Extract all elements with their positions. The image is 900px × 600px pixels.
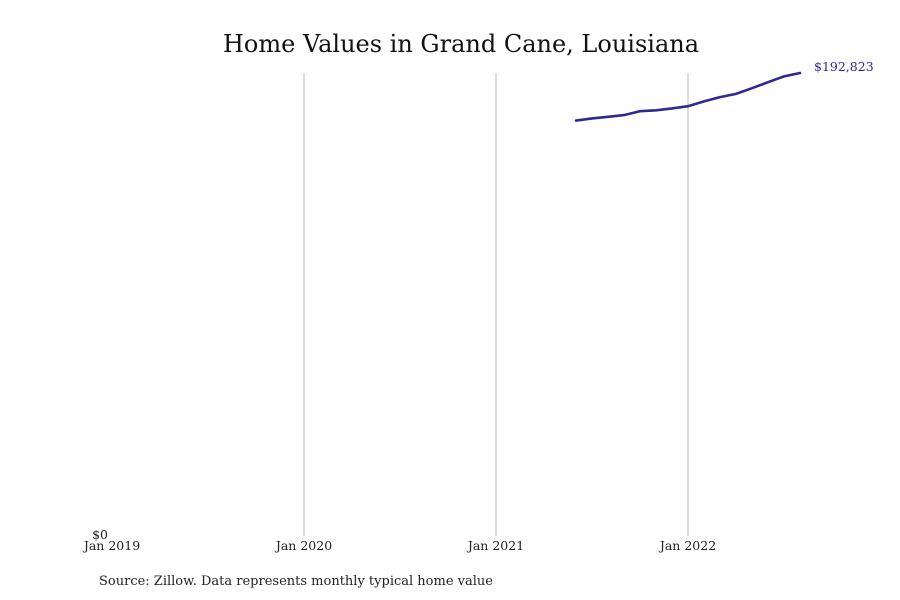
y-tick-label: $0 (92, 527, 108, 542)
series-end-labels: $192,823 (814, 59, 874, 74)
y-axis-tick-labels: $0 (92, 527, 108, 542)
series-lines (574, 71, 802, 122)
series-line (574, 71, 802, 122)
x-tick-label: Jan 2019 (82, 538, 140, 553)
x-tick-label: Jan 2020 (274, 538, 332, 553)
source-note: Source: Zillow. Data represents monthly … (99, 574, 493, 589)
x-tick-label: Jan 2021 (466, 538, 524, 553)
series-end-value-label: $192,823 (814, 59, 874, 74)
chart-title: Home Values in Grand Cane, Louisiana (223, 30, 699, 58)
x-axis-tick-labels: Jan 2019 Jan 2020 Jan 2021 Jan 2022 (82, 538, 716, 553)
gridlines (303, 73, 689, 536)
x-tick-label: Jan 2022 (658, 538, 716, 553)
